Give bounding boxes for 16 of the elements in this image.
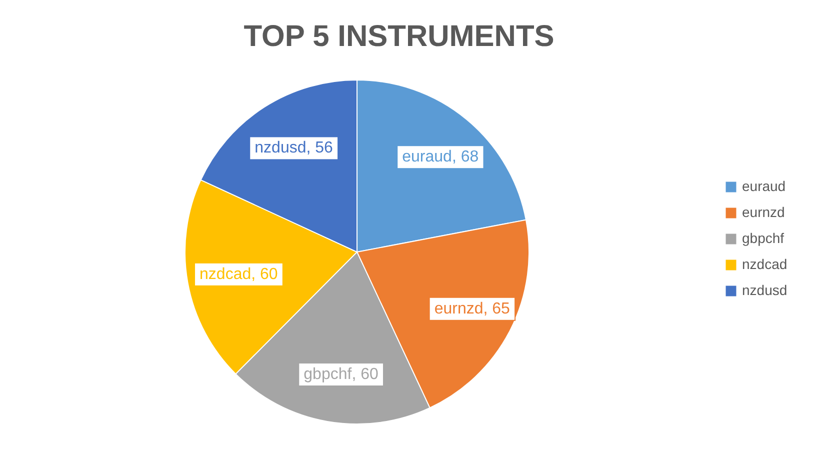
data-label: , 68 — [452, 148, 479, 166]
slice-label: nzdusd — [254, 140, 306, 157]
legend-label: nzdusd — [742, 282, 788, 298]
slice-label: euraud — [402, 148, 452, 166]
slice-label: eurnzd — [434, 300, 484, 318]
legend-label: euraud — [742, 178, 786, 194]
slice-label: gbpchf — [304, 366, 352, 383]
legend-label: nzdcad — [742, 256, 788, 272]
slice-label: nzdcad — [200, 266, 252, 283]
legend-label: gbpchf — [742, 230, 784, 246]
chart-title: TOP 5 INSTRUMENTS — [244, 20, 554, 53]
data-label: , 56 — [306, 140, 334, 157]
data-label: , 60 — [251, 266, 278, 283]
data-label: , 65 — [483, 300, 510, 318]
data-label: , 60 — [352, 366, 378, 383]
legend-label: eurnzd — [742, 204, 785, 220]
